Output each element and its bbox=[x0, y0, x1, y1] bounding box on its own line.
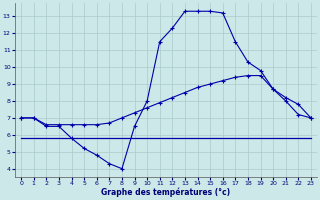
X-axis label: Graphe des températures (°c): Graphe des températures (°c) bbox=[101, 188, 231, 197]
